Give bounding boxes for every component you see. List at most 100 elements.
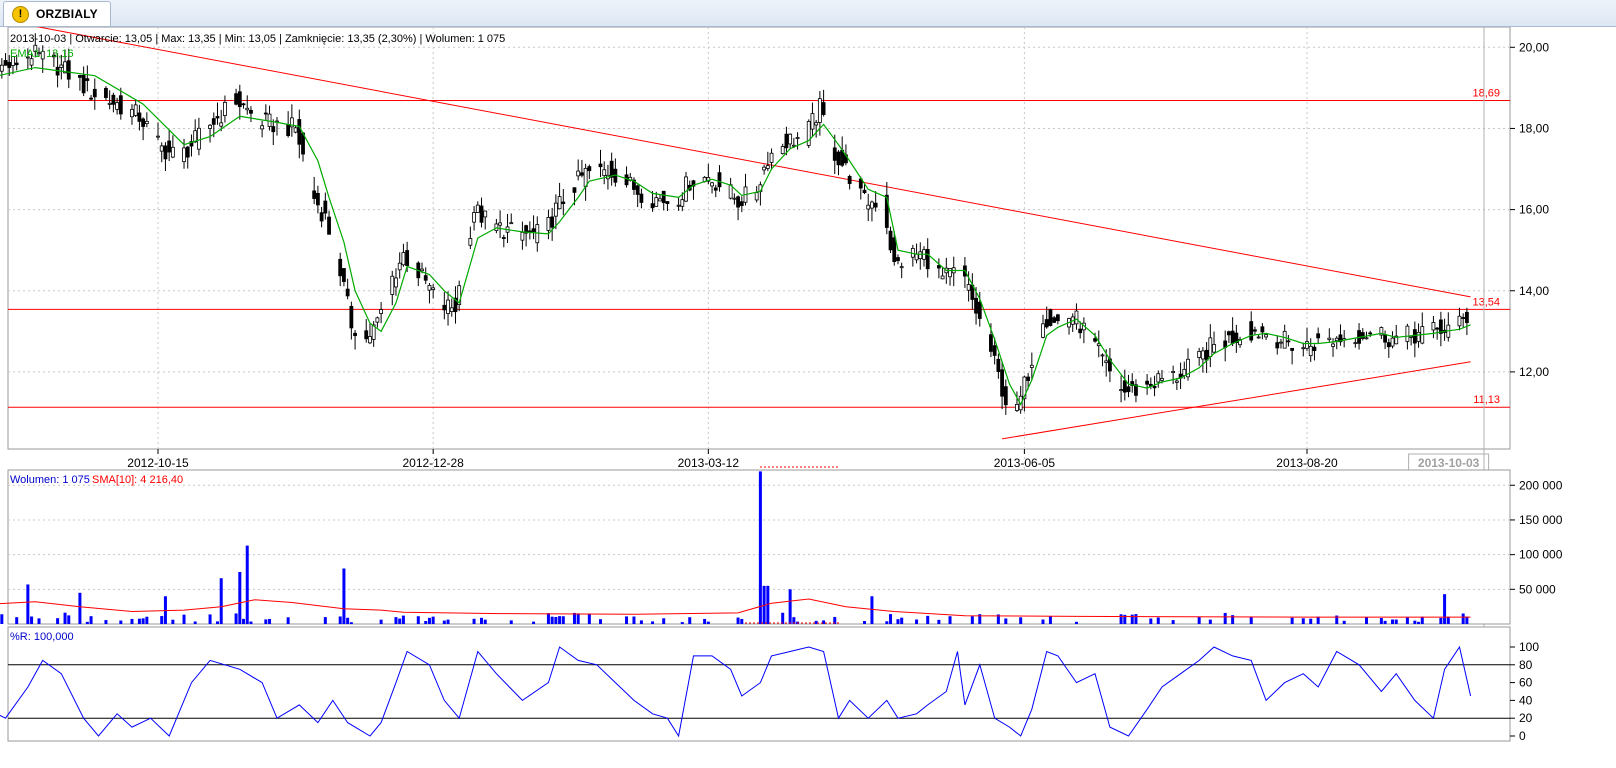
candle [375, 316, 380, 328]
candle [580, 159, 584, 178]
candle [1279, 339, 1283, 349]
candle [639, 188, 644, 209]
price-pane [7, 27, 1511, 450]
candle-body [780, 146, 785, 155]
volume-y-tick-label: 150 000 [1519, 513, 1563, 527]
candle-body [717, 172, 722, 188]
volume-bar [870, 596, 874, 624]
volume-bar [1394, 619, 1398, 624]
chart-tab[interactable]: ! ORZBIALY [3, 1, 111, 26]
candle [25, 48, 30, 70]
candle-body [866, 204, 871, 210]
candle [66, 48, 71, 89]
candle [156, 122, 160, 141]
volume-bar [1004, 618, 1008, 624]
volume-bar [1417, 621, 1421, 624]
candle-body [810, 113, 815, 130]
horizontal-levels: 18,69 13,54 11,13 [8, 87, 1510, 408]
wr-y-tick-label: 40 [1519, 693, 1533, 707]
volume-bar [245, 545, 249, 624]
candle-body [873, 202, 878, 208]
volume-bar [1171, 620, 1175, 624]
candle [453, 286, 458, 324]
candle [182, 138, 186, 169]
candle [1022, 375, 1027, 412]
candle [847, 174, 852, 190]
candle [14, 54, 19, 71]
candle-body [89, 97, 93, 100]
candle-body [104, 87, 108, 98]
volume-bar [249, 621, 253, 624]
candle-body [1174, 380, 1179, 383]
volume-bar [160, 616, 164, 624]
candle-body [658, 198, 662, 202]
volume-bar [379, 619, 383, 624]
candle-body [847, 175, 852, 184]
volume-bar [896, 619, 900, 624]
candle-body [420, 268, 424, 272]
candle-body [208, 124, 212, 129]
candle [1282, 324, 1287, 349]
price-y-tick-label: 20,00 [1519, 40, 1549, 54]
volume-sma-line [0, 598, 1471, 618]
candle [1048, 308, 1053, 327]
candle [557, 182, 562, 210]
candle [1145, 374, 1150, 395]
candle-body [914, 253, 919, 261]
cursor-date-label: 2013-10-03 [1418, 456, 1480, 470]
volume-bar [900, 617, 904, 624]
candle-body [249, 109, 253, 114]
candle-body [315, 192, 320, 206]
date-tick-label: 2013-03-12 [678, 456, 740, 470]
candle [784, 126, 789, 156]
candle-body [977, 301, 982, 319]
candle-body [1204, 349, 1209, 361]
candle-body [989, 334, 993, 352]
volume-bar [26, 584, 30, 624]
candle [312, 176, 317, 205]
candle-body [739, 201, 744, 206]
candle-body [550, 216, 555, 228]
candle [501, 234, 506, 248]
volume-bar [1461, 613, 1465, 624]
candle [271, 119, 276, 146]
candle [918, 242, 923, 270]
volume-bar [1290, 617, 1294, 624]
candle-body [1145, 380, 1150, 385]
candle-body [1230, 330, 1235, 344]
candle-body [572, 187, 577, 193]
candle-body [431, 287, 436, 290]
candle-body [1200, 350, 1205, 360]
volume-bar [424, 621, 428, 624]
candle [713, 184, 718, 198]
candle [531, 215, 536, 240]
volume-bar [342, 568, 346, 624]
volume-bar [680, 622, 684, 624]
candle-body [211, 118, 216, 125]
candle-body [795, 137, 800, 139]
candle-body [1119, 389, 1123, 391]
candle-body [520, 231, 525, 241]
candle [1461, 313, 1466, 328]
candle-body [925, 249, 930, 270]
volume-bar [662, 618, 666, 624]
candle [661, 190, 666, 211]
candle-body [896, 257, 900, 262]
volume-bar [394, 617, 398, 624]
volume-y-tick-label: 200 000 [1519, 478, 1563, 492]
candle [111, 92, 116, 113]
candle [237, 84, 242, 120]
volume-bar [740, 618, 744, 624]
candle [899, 262, 904, 279]
candle [208, 124, 212, 143]
candle [832, 134, 837, 175]
volume-bar [889, 614, 893, 624]
candle-body [587, 166, 592, 172]
price-y-tick-label: 14,00 [1519, 284, 1549, 298]
chart-area[interactable]: 18,69 13,54 11,13 20,00 18,00 16,00 14,00 12,0… [0, 27, 1616, 768]
candle-body [219, 122, 224, 127]
candle [1368, 330, 1373, 338]
candle [896, 254, 900, 265]
candle-body [144, 120, 149, 125]
candle-body [286, 124, 291, 136]
